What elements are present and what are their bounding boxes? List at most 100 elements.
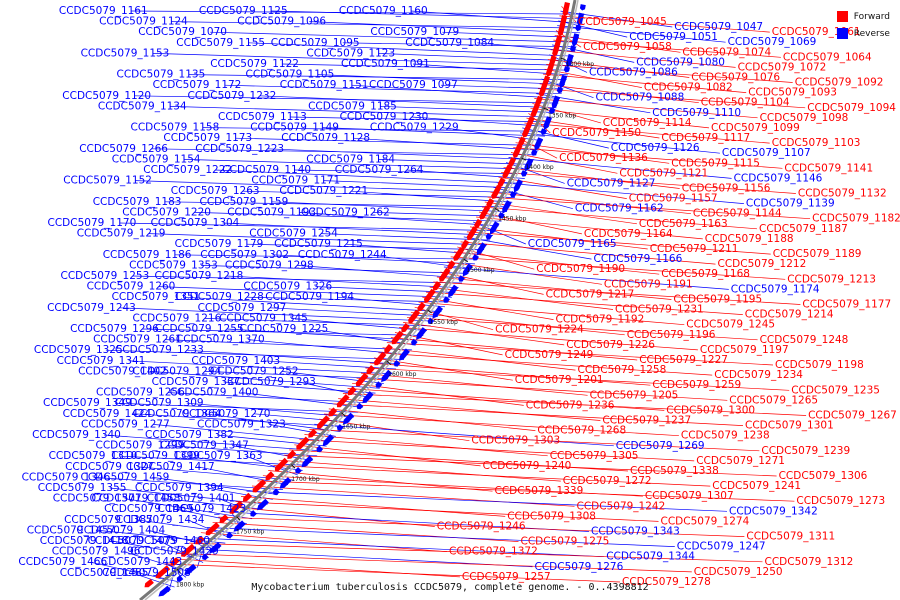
reverse-feature-arrow xyxy=(462,263,473,277)
forward-gene-label: CCDC5079_1338 xyxy=(630,465,719,477)
reverse-gene-label: CCDC5079_1080 xyxy=(636,56,725,68)
forward-connector-line xyxy=(304,434,548,457)
reverse-connector-line xyxy=(380,106,555,113)
forward-feature-arrow xyxy=(252,484,261,493)
forward-gene-label: CCDC5079_1245 xyxy=(686,319,775,331)
forward-feature-arrow xyxy=(181,549,189,557)
reverse-feature-arrow xyxy=(549,107,556,115)
reverse-gene-label: CCDC5079_1296 xyxy=(70,323,159,335)
forward-connector-line xyxy=(309,429,760,452)
reverse-connector-line xyxy=(309,21,581,34)
forward-gene-label: CCDC5079_1058 xyxy=(583,41,672,53)
reverse-connector-line xyxy=(194,212,502,222)
reverse-connector-line xyxy=(134,413,345,428)
reverse-feature-arrow xyxy=(279,477,292,489)
forward-gene-label: CCDC5079_1190 xyxy=(536,263,625,275)
forward-gene-label: CCDC5079_1372 xyxy=(449,546,538,558)
forward-gene-label: CCDC5079_1267 xyxy=(808,410,897,422)
reverse-gene-label: CCDC5079_1252 xyxy=(210,365,299,377)
forward-connector-line xyxy=(553,39,781,58)
forward-gene-label: CCDC5079_1214 xyxy=(745,309,834,321)
reverse-gene-label: CCDC5079_1371 xyxy=(53,493,142,505)
reverse-feature-arrow xyxy=(342,412,355,425)
forward-connector-line xyxy=(515,142,670,164)
forward-gene-label: CCDC5079_1195 xyxy=(673,294,762,306)
reverse-connector-line xyxy=(495,181,744,204)
forward-connector-line xyxy=(433,281,801,305)
reverse-connector-line xyxy=(247,339,409,356)
feature-arrows xyxy=(144,2,586,597)
reverse-gene-label: CCDC5079_1216 xyxy=(133,312,222,324)
forward-connector-line xyxy=(378,352,713,376)
reverse-connector-line xyxy=(299,212,499,227)
reverse-gene-label: CCDC5079_1160 xyxy=(339,5,428,17)
forward-feature-arrow xyxy=(522,129,530,138)
reverse-connector-line xyxy=(259,95,557,109)
reverse-gene-label: CCDC5079_1387 xyxy=(64,514,153,526)
reverse-gene-label: CCDC5079_1294 xyxy=(133,365,222,377)
forward-feature-arrow xyxy=(209,522,220,532)
reverse-gene-label: CCDC5079_1170 xyxy=(48,217,137,229)
reverse-feature-arrow xyxy=(362,391,374,404)
forward-gene-label: CCDC5079_1275 xyxy=(521,536,610,548)
reverse-gene-label: CCDC5079_1351 xyxy=(112,291,201,303)
forward-connector-line xyxy=(390,337,638,361)
forward-gene-label: CCDC5079_1197 xyxy=(700,344,789,356)
reverse-connector-line xyxy=(204,371,389,380)
forward-gene-label: CCDC5079_1224 xyxy=(495,324,584,336)
forward-feature-arrow xyxy=(557,28,565,37)
reverse-gene-label: CCDC5079_1184 xyxy=(306,153,395,165)
scale-tick-label: 1400 kbp xyxy=(525,164,553,171)
forward-connector-line xyxy=(501,171,796,194)
forward-connector-line xyxy=(164,563,621,583)
forward-gene-label: CCDC5079_1272 xyxy=(563,475,652,487)
reverse-feature-arrow xyxy=(176,575,184,582)
reverse-gene-label: CCDC5079_1337 xyxy=(152,376,241,388)
reverse-feature-arrow xyxy=(490,221,500,235)
reverse-gene-label: CCDC5079_1270 xyxy=(182,408,271,420)
forward-feature-arrow xyxy=(497,177,506,188)
forward-feature-arrow xyxy=(545,68,553,77)
reverse-connector-line xyxy=(270,10,584,20)
forward-gene-label: CCDC5079_1307 xyxy=(645,490,734,502)
forward-connector-line xyxy=(386,342,774,366)
reverse-gene-label: CCDC5079_1223 xyxy=(195,143,284,155)
forward-gene-label: CCDC5079_1076 xyxy=(691,72,780,84)
forward-feature-arrow xyxy=(542,75,551,86)
legend-reverse-label: Reverse xyxy=(853,28,890,39)
forward-gene-label: CCDC5079_1268 xyxy=(537,425,626,437)
forward-gene-label: CCDC5079_1156 xyxy=(682,183,771,195)
reverse-feature-arrow xyxy=(427,317,435,324)
forward-feature-arrow xyxy=(232,500,244,511)
reverse-connector-line xyxy=(169,106,553,118)
reverse-gene-label: CCDC5079_1193 xyxy=(227,206,316,218)
forward-gene-label: CCDC5079_1236 xyxy=(526,399,615,411)
scale-tick-label: 1500 kbp xyxy=(466,267,494,274)
reverse-connector-line xyxy=(159,540,204,563)
reverse-gene-label: CCDC5079_1341 xyxy=(57,355,146,367)
forward-gene-label: CCDC5079_1257 xyxy=(462,571,551,583)
reverse-gene-label: CCDC5079_1095 xyxy=(271,37,360,49)
reverse-connector-line xyxy=(176,508,247,524)
reverse-feature-arrow xyxy=(336,424,344,431)
forward-gene-label: CCDC5079_1300 xyxy=(666,404,755,416)
forward-gene-label: CCDC5079_1150 xyxy=(552,127,641,139)
reverse-connector-line xyxy=(148,530,220,549)
reverse-connector-line xyxy=(296,265,466,279)
reverse-connector-line xyxy=(222,222,494,236)
reverse-gene-label: CCDC5079_1230 xyxy=(340,111,429,123)
scale-tick xyxy=(291,464,296,469)
forward-connector-line xyxy=(188,542,763,563)
reverse-connector-line xyxy=(248,42,574,57)
reverse-feature-arrow xyxy=(575,24,582,32)
reverse-gene-label: CCDC5079_1370 xyxy=(176,334,265,346)
legend: Forward Reverse xyxy=(836,8,890,42)
reverse-gene-label: CCDC5079_1254 xyxy=(249,228,338,240)
forward-feature-arrow xyxy=(401,323,410,333)
reverse-connector-line xyxy=(119,307,435,322)
reverse-gene-label: CCDC5079_1151 xyxy=(280,79,369,91)
reverse-connector-line xyxy=(148,233,488,246)
reverse-gene-label: CCDC5079_1343 xyxy=(591,526,680,538)
reverse-feature-arrow xyxy=(448,284,459,298)
reverse-feature-arrow xyxy=(571,33,580,48)
